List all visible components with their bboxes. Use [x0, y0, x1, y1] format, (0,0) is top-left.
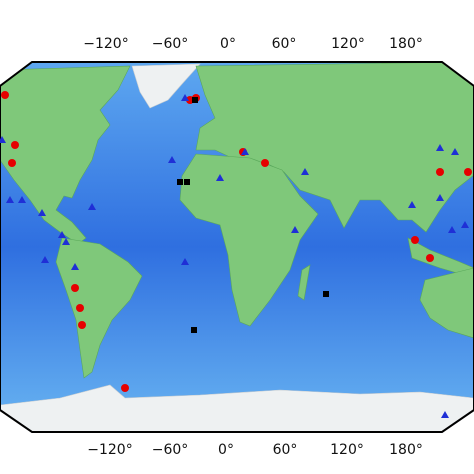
north-america [0, 65, 131, 245]
bottom-longitude-label: 180° [389, 442, 423, 458]
bottom-longitude-label: 0° [218, 442, 234, 458]
bottom-longitude-label: −60° [152, 442, 189, 458]
map-area [0, 62, 474, 432]
black-marker [191, 327, 197, 333]
blue-marker [6, 196, 14, 203]
africa [179, 153, 319, 327]
red-marker [261, 159, 269, 167]
map-frame [0, 61, 474, 433]
blue-marker [408, 201, 416, 208]
red-marker [426, 254, 434, 262]
blue-marker [181, 258, 189, 265]
blue-marker [88, 203, 96, 210]
blue-marker [71, 263, 79, 270]
blue-marker [241, 148, 249, 155]
bottom-longitude-label: 60° [273, 442, 298, 458]
blue-marker [451, 148, 459, 155]
red-marker [71, 284, 79, 292]
blue-marker [181, 94, 189, 101]
blue-marker [301, 168, 309, 175]
blue-marker [291, 226, 299, 233]
top-longitude-label: 0° [220, 36, 236, 52]
australia [419, 267, 474, 339]
top-longitude-label: −60° [152, 36, 189, 52]
red-marker [436, 168, 444, 176]
red-marker [411, 236, 419, 244]
black-marker [177, 179, 183, 185]
blue-marker [0, 136, 6, 143]
blue-marker [38, 209, 46, 216]
red-marker [464, 168, 472, 176]
blue-marker [41, 256, 49, 263]
top-longitude-label: −120° [83, 36, 128, 52]
blue-marker [436, 194, 444, 201]
red-marker [78, 321, 86, 329]
bottom-longitude-label: 120° [330, 442, 364, 458]
red-marker [76, 304, 84, 312]
red-marker [121, 384, 129, 392]
black-marker [184, 179, 190, 185]
blue-marker [168, 156, 176, 163]
black-markers [177, 97, 329, 333]
madagascar [297, 264, 311, 301]
bottom-longitude-label: −120° [87, 442, 132, 458]
blue-marker [436, 144, 444, 151]
south-america [55, 237, 143, 379]
black-marker [192, 97, 198, 103]
red-marker [8, 159, 16, 167]
blue-markers [0, 94, 469, 418]
blue-marker [18, 196, 26, 203]
blue-marker [448, 226, 456, 233]
eurasia [195, 62, 474, 233]
red-marker [1, 91, 9, 99]
red-marker [11, 141, 19, 149]
black-marker [323, 291, 329, 297]
blue-marker [461, 221, 469, 228]
antarctica [0, 384, 474, 432]
longitude-labels: −120° −60° 0° 60° 120° 180° −120° −60° 0° 60° 120°… [83, 36, 423, 458]
top-longitude-label: 60° [272, 36, 297, 52]
blue-marker [58, 231, 66, 238]
blue-marker [216, 174, 224, 181]
greenland [131, 63, 201, 109]
top-longitude-label: 180° [389, 36, 423, 52]
top-longitude-label: 120° [331, 36, 365, 52]
blue-marker [441, 411, 449, 418]
indonesia [407, 237, 474, 279]
blue-marker [62, 238, 70, 245]
